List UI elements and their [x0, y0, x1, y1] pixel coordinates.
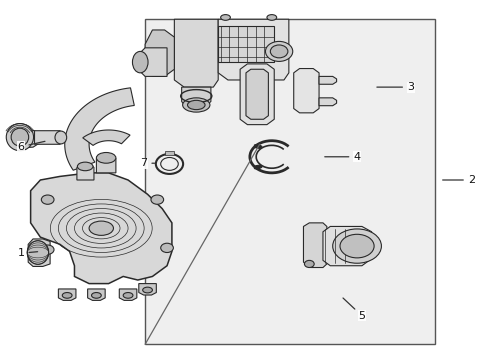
Bar: [145, 19, 435, 344]
Polygon shape: [119, 289, 137, 300]
Ellipse shape: [188, 100, 205, 110]
Polygon shape: [145, 30, 174, 76]
Polygon shape: [218, 19, 289, 80]
Polygon shape: [323, 226, 372, 266]
Ellipse shape: [27, 241, 49, 264]
Ellipse shape: [151, 195, 164, 204]
Polygon shape: [58, 289, 76, 300]
Polygon shape: [28, 239, 50, 266]
Polygon shape: [254, 165, 262, 169]
Ellipse shape: [266, 41, 293, 62]
Ellipse shape: [270, 45, 288, 58]
Ellipse shape: [97, 153, 116, 163]
Ellipse shape: [123, 293, 133, 298]
Ellipse shape: [89, 221, 114, 235]
Polygon shape: [97, 155, 116, 173]
Text: 2: 2: [442, 175, 475, 185]
Ellipse shape: [161, 243, 173, 252]
Text: 6: 6: [17, 141, 45, 152]
Polygon shape: [182, 87, 211, 109]
Polygon shape: [246, 69, 269, 119]
Ellipse shape: [41, 195, 54, 204]
Ellipse shape: [132, 51, 148, 73]
Text: 4: 4: [325, 152, 361, 162]
Ellipse shape: [143, 287, 152, 293]
Ellipse shape: [77, 162, 93, 171]
Bar: [218, 26, 274, 62]
Ellipse shape: [183, 98, 210, 112]
Polygon shape: [139, 284, 156, 295]
Polygon shape: [83, 130, 130, 145]
Polygon shape: [174, 19, 218, 87]
Polygon shape: [240, 64, 274, 125]
Polygon shape: [7, 126, 40, 148]
Ellipse shape: [267, 15, 277, 20]
Ellipse shape: [62, 293, 72, 298]
Text: 1: 1: [17, 248, 38, 258]
Polygon shape: [88, 289, 105, 300]
Ellipse shape: [220, 15, 230, 20]
Ellipse shape: [333, 229, 381, 263]
Ellipse shape: [55, 131, 67, 144]
Polygon shape: [65, 88, 134, 170]
Polygon shape: [254, 144, 262, 149]
Polygon shape: [319, 98, 337, 106]
Bar: [165, 152, 174, 155]
Polygon shape: [138, 48, 167, 76]
Polygon shape: [30, 173, 172, 284]
Polygon shape: [34, 131, 64, 144]
Text: 3: 3: [377, 82, 414, 92]
Ellipse shape: [340, 234, 374, 258]
Polygon shape: [319, 76, 337, 84]
Ellipse shape: [11, 128, 29, 146]
Polygon shape: [303, 223, 327, 267]
Text: 7: 7: [140, 158, 154, 168]
Ellipse shape: [6, 123, 33, 151]
Ellipse shape: [41, 245, 54, 254]
Polygon shape: [294, 68, 319, 113]
Ellipse shape: [304, 260, 314, 267]
Ellipse shape: [92, 293, 101, 298]
Polygon shape: [77, 164, 94, 180]
Text: 5: 5: [343, 298, 366, 321]
